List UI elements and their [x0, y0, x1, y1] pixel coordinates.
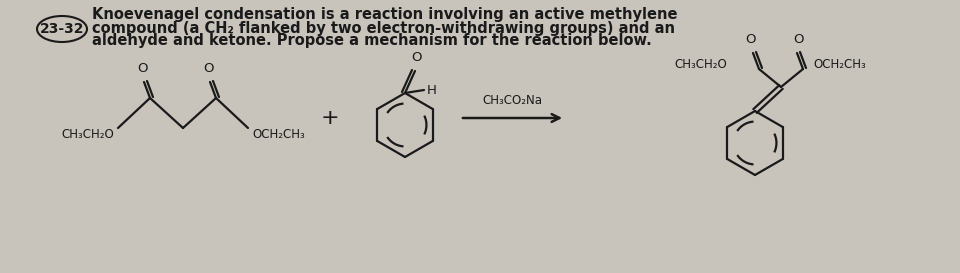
Text: OCH₂CH₃: OCH₂CH₃: [813, 58, 866, 70]
Text: O: O: [204, 62, 214, 75]
Text: OCH₂CH₃: OCH₂CH₃: [252, 127, 304, 141]
Text: O: O: [411, 51, 421, 64]
Text: O: O: [137, 62, 148, 75]
Text: H: H: [427, 85, 437, 97]
Text: CH₃CO₂Na: CH₃CO₂Na: [483, 94, 542, 107]
Text: CH₃CH₂O: CH₃CH₂O: [674, 58, 727, 70]
Text: CH₃CH₂O: CH₃CH₂O: [61, 127, 114, 141]
Text: O: O: [794, 33, 804, 46]
Text: Knoevenagel condensation is a reaction involving an active methylene: Knoevenagel condensation is a reaction i…: [92, 7, 678, 22]
Text: 23-32: 23-32: [39, 22, 84, 36]
Text: +: +: [321, 108, 339, 128]
Text: O: O: [746, 33, 756, 46]
Text: compound (a CH₂ flanked by two electron-withdrawing groups) and an: compound (a CH₂ flanked by two electron-…: [92, 20, 675, 35]
Text: aldehyde and ketone. Propose a mechanism for the reaction below.: aldehyde and ketone. Propose a mechanism…: [92, 34, 652, 49]
